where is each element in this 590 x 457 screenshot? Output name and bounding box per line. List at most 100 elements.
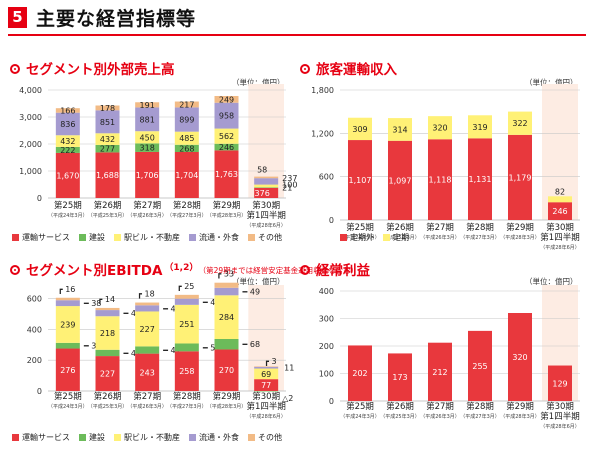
legend-swatch: [189, 434, 196, 441]
data-label: 237: [282, 174, 297, 183]
bullet-icon: [300, 64, 310, 74]
y-tick-label: 600: [319, 173, 334, 182]
y-tick-label: 2,000: [19, 140, 42, 149]
data-label: 222: [60, 146, 75, 155]
data-label: 217: [179, 100, 194, 109]
bar-segment: [135, 151, 160, 198]
x-tick-sublabel: （平成24年3月）: [340, 234, 380, 241]
data-label: 166: [60, 106, 75, 115]
y-tick-label: 200: [27, 356, 42, 365]
bar-segment: [348, 345, 372, 401]
bar-segment: [135, 305, 160, 312]
bar-segment: [548, 196, 572, 203]
legend-label: 運輸サービス: [22, 233, 70, 242]
data-label: ━ 37: [83, 342, 102, 351]
data-label: 1,097: [389, 176, 412, 185]
legend-label: 駅ビル・不動産: [124, 233, 180, 242]
legend-item: その他: [248, 232, 282, 243]
legend-item: その他: [248, 432, 282, 443]
legend-item: 定期: [383, 232, 409, 243]
legend-swatch: [248, 234, 255, 241]
data-label: 1,704: [175, 171, 198, 180]
legend-item: 建設: [79, 432, 105, 443]
x-tick-sublabel: （平成28年6月）: [246, 222, 286, 229]
x-tick-sublabel: （平成25年3月）: [380, 413, 420, 420]
bar-segment: [135, 353, 160, 391]
bar-segment: [174, 144, 199, 152]
x-tick-label: 第30期: [252, 391, 280, 402]
bar-segment: [174, 101, 199, 108]
legend-swatch: [114, 234, 121, 241]
bar-segment: [254, 368, 279, 380]
data-label: 376: [255, 189, 270, 198]
page-title: 主要な経営指標等: [36, 8, 197, 30]
bar-segment: [55, 300, 80, 307]
bar-segment: [174, 343, 199, 352]
y-tick-label: 3,000: [19, 113, 42, 122]
bullet-icon: [10, 265, 20, 275]
bar-segment: [428, 342, 452, 401]
legend-swatch: [248, 434, 255, 441]
ordinary-income-title: 経常利益: [300, 259, 370, 279]
bar-segment: [254, 187, 279, 188]
x-tick-sublabel: （平成24年3月）: [48, 212, 88, 219]
bar-segment: [135, 143, 160, 152]
legend-label: その他: [258, 433, 282, 442]
data-label: 255: [472, 362, 487, 371]
x-tick-sublabel: （平成28年6月）: [540, 423, 580, 430]
bar-segment: [174, 151, 199, 198]
y-tick-label: 1,000: [19, 167, 42, 176]
bar-segment: [95, 356, 120, 391]
x-tick-sublabel: （平成28年3月）: [207, 403, 247, 410]
x-tick-label: 第27期: [426, 222, 454, 233]
bar-segment: [254, 366, 279, 367]
bar-segment: [135, 131, 160, 144]
x-tick-sublabel: （平成26年3月）: [420, 234, 460, 241]
page-header: 5 主要な経営指標等: [0, 0, 590, 36]
bullet-icon: [10, 64, 20, 74]
data-label: ━ 49: [242, 288, 261, 297]
data-label: 958: [219, 112, 234, 121]
data-label: 1,131: [469, 175, 492, 184]
data-label: 21: [282, 183, 292, 192]
segment-sales-chart: 01,0002,0003,0004,0001,670222432836166第2…: [19, 84, 297, 229]
x-tick-sublabel: （平成24年3月）: [340, 413, 380, 420]
data-label: 243: [140, 368, 155, 377]
bar-segment: [548, 202, 572, 220]
data-label: 191: [140, 101, 155, 110]
section-number-badge: 5: [8, 7, 27, 28]
segment-ebitda-panel: セグメント別EBITDA （1,2） （第29期までは経営安定基金運用収益を含む） …: [10, 259, 358, 448]
data-label: 1,118: [429, 176, 452, 185]
data-label: ━ 40: [123, 309, 142, 318]
data-label: ┏ 16: [58, 285, 76, 295]
legend-label: 駅ビル・不動産: [124, 433, 180, 442]
x-tick-sublabel: （平成27年3月）: [460, 234, 500, 241]
x-tick-sublabel: （平成28年3月）: [500, 413, 540, 420]
data-label: 562: [219, 132, 234, 141]
x-tick-label: 第26期: [94, 391, 122, 402]
x-tick-label: 第26期: [386, 401, 414, 412]
legend-swatch: [189, 234, 196, 241]
y-tick-label: 0: [329, 216, 334, 225]
data-label: 318: [140, 144, 155, 153]
x-tick-label: 第30期: [252, 200, 280, 211]
bar-segment: [55, 152, 80, 198]
data-label: 277: [100, 145, 115, 154]
data-label: 212: [432, 368, 447, 377]
bar-segment: [508, 134, 532, 220]
legend-label: その他: [258, 233, 282, 242]
data-label: 836: [60, 120, 75, 129]
x-tick-sublabel: （平成25年3月）: [380, 234, 420, 241]
x-tick-label: 第29期: [213, 200, 241, 211]
bar-segment: [55, 297, 80, 301]
x-tick-sublabel: （平成25年3月）: [88, 403, 128, 410]
data-label: 202: [352, 369, 367, 378]
x-tick-label: 第29期: [213, 391, 241, 402]
x-tick-label: 第29期: [506, 401, 534, 412]
bar-segment: [95, 144, 120, 153]
data-label: 432: [60, 137, 75, 146]
bar-segment: [95, 133, 120, 145]
data-label: 485: [179, 134, 194, 143]
passenger-revenue-title: 旅客運輸収入: [300, 58, 397, 78]
bar-segment: [55, 108, 80, 113]
